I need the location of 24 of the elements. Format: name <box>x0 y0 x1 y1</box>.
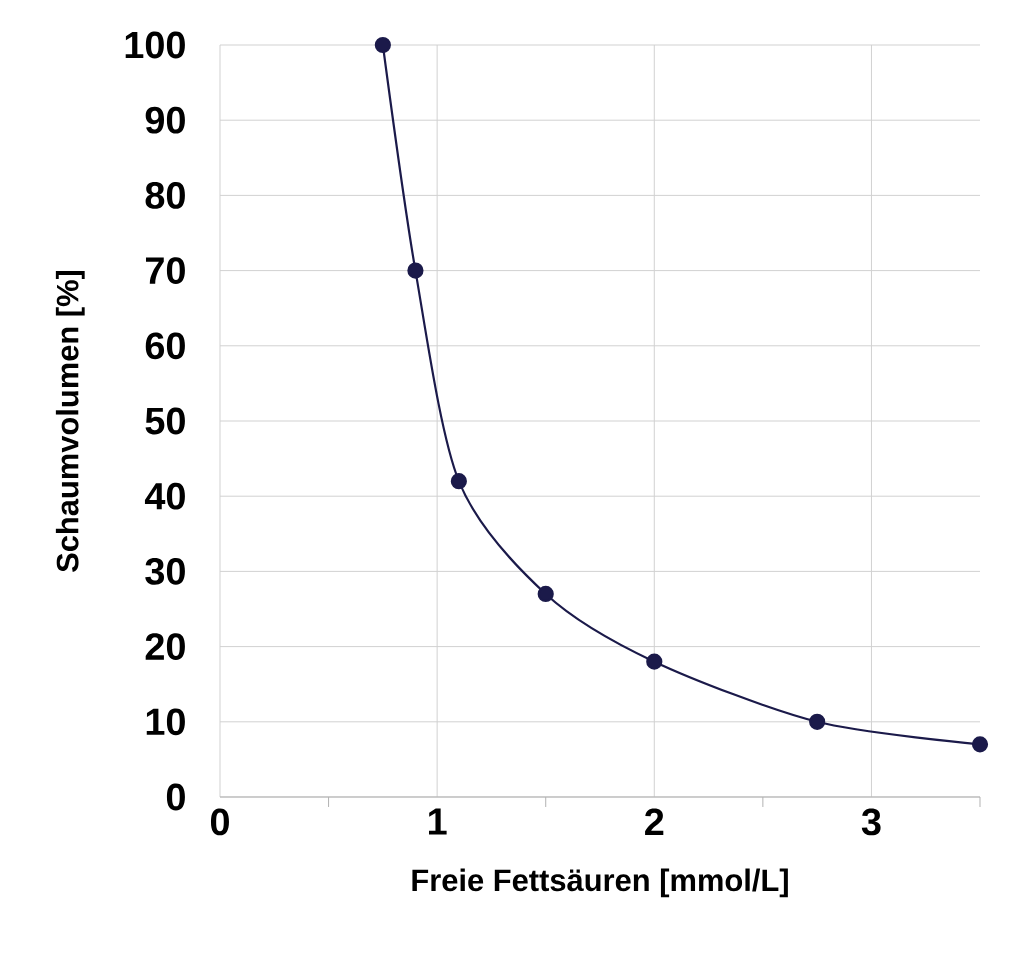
y-tick-label: 40 <box>144 482 185 510</box>
point <box>450 473 467 490</box>
x-tick-label: 0 <box>210 808 229 836</box>
y-tick-label: 90 <box>145 106 185 134</box>
x-tick-label: 1 <box>429 808 447 835</box>
point <box>646 653 663 670</box>
y-tick-label: 60 <box>145 332 185 360</box>
y-tick-label: 100 <box>125 31 185 59</box>
point <box>374 36 391 54</box>
y-tick-label: 70 <box>146 257 185 284</box>
point <box>809 713 826 730</box>
y-tick-label: 10 <box>146 708 185 736</box>
x-tick-label: 2 <box>645 808 664 835</box>
x-tick-label: 3 <box>861 808 881 836</box>
y-tick-label: 30 <box>145 557 185 585</box>
y-tick-label: 80 <box>145 181 185 209</box>
y-tick-label: 0 <box>166 783 185 811</box>
point <box>537 585 554 603</box>
point <box>407 262 424 279</box>
y-tick-label: 20 <box>145 633 185 661</box>
y-tick-label: 50 <box>145 407 185 435</box>
x-axis-title: Freie Fettsäuren [mmol/L] <box>412 868 788 898</box>
point <box>971 736 989 753</box>
y-axis-title: Schaumvolumen [%] <box>55 270 85 572</box>
